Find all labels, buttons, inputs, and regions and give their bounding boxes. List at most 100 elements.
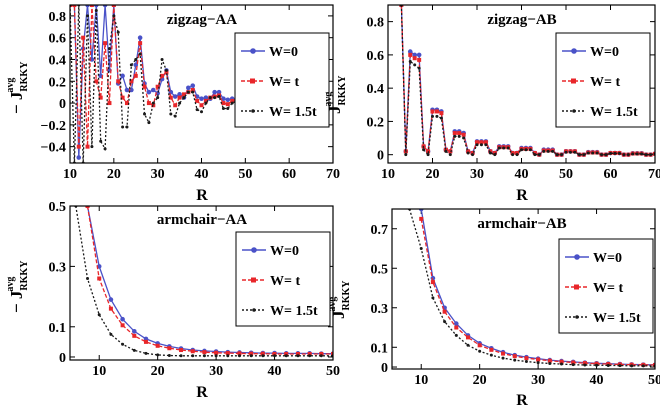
legend-label-w15: W= 1.5t (269, 105, 317, 120)
data-point-wt (167, 346, 172, 351)
data-point-w15 (559, 362, 563, 366)
x-tick-label: 30 (531, 373, 545, 388)
data-point-wt (331, 351, 333, 356)
data-point-wt (72, 5, 77, 7)
data-point-wt (221, 101, 226, 106)
data-point-w15 (273, 354, 277, 358)
data-point-wt (489, 347, 494, 352)
y-axis-label-sup: avg (5, 277, 16, 292)
data-point-wt (202, 350, 207, 355)
x-tick-label: 50 (326, 364, 340, 379)
data-point-w15 (462, 136, 466, 140)
x-tick-label: 70 (648, 167, 660, 182)
data-point-w15 (435, 114, 439, 118)
data-point-w15 (551, 149, 555, 153)
data-point-w15 (121, 342, 125, 346)
plot-area (399, 5, 655, 157)
data-point-w15 (164, 68, 168, 72)
x-axis-label: R (196, 187, 208, 204)
data-point-wt (146, 101, 151, 106)
x-tick-label: 50 (559, 167, 573, 182)
legend-label-w0: W=0 (269, 45, 298, 60)
data-point-w15 (471, 153, 475, 157)
data-point-wt (85, 144, 90, 149)
data-point-wt (571, 360, 576, 365)
y-tick-label: 0 (381, 361, 388, 376)
data-point-wt (419, 216, 424, 221)
data-point-w0 (120, 316, 125, 322)
data-point-w15 (138, 52, 142, 56)
y-tick-label: 0.7 (371, 223, 389, 238)
series-line-wt (86, 206, 333, 355)
data-point-w15 (649, 153, 653, 157)
data-point-wt (272, 351, 277, 356)
data-point-wt (524, 356, 529, 361)
data-point-w15 (439, 116, 443, 120)
data-point-wt (582, 361, 587, 366)
x-tick-label: 30 (209, 364, 223, 379)
x-tick-label: 50 (648, 373, 660, 388)
legend-label-wt: W= t (269, 75, 299, 90)
x-tick-label: 20 (473, 373, 487, 388)
data-point-w15 (515, 153, 519, 157)
data-point-wt (452, 131, 457, 136)
data-point-w0 (146, 89, 152, 95)
legend-label-wt: W= t (270, 274, 300, 289)
data-point-w15 (582, 153, 586, 157)
y-tick-label: 0.4 (49, 53, 67, 68)
data-point-w15 (179, 354, 183, 358)
data-point-wt (120, 323, 125, 328)
data-point-w15 (564, 150, 568, 154)
data-point-wt (164, 70, 169, 75)
x-axis-label: R (516, 187, 528, 204)
legend-marker-w15 (252, 308, 256, 312)
data-point-wt (461, 132, 466, 137)
data-point-w15 (221, 107, 225, 111)
legend-marker-wt (571, 78, 576, 84)
legend-label-w15: W= 1.5t (590, 105, 638, 120)
panel-title: armchair−AB (477, 216, 566, 232)
data-point-w15 (90, 145, 94, 149)
data-point-wt (237, 351, 242, 356)
data-point-wt (195, 98, 200, 103)
data-point-w15 (548, 361, 552, 365)
data-point-w15 (308, 354, 312, 358)
legend-label-wt: W= t (593, 281, 623, 296)
data-point-w15 (204, 101, 208, 105)
legend-label-w0: W=0 (593, 251, 622, 266)
y-tick-label: 0.6 (367, 49, 385, 64)
data-point-w15 (513, 358, 517, 362)
data-point-w15 (319, 354, 323, 358)
data-point-wt (214, 350, 219, 355)
data-point-w15 (261, 354, 265, 358)
data-point-w15 (284, 354, 288, 358)
data-point-w0 (150, 87, 156, 93)
data-point-w15 (186, 90, 190, 94)
y-tick-label: 0.5 (49, 200, 67, 215)
legend-marker-wt (250, 78, 255, 84)
data-point-w15 (226, 354, 230, 358)
data-point-wt (179, 348, 184, 353)
data-point-w15 (595, 363, 599, 367)
y-tick-label: 0.3 (49, 260, 67, 275)
data-point-wt (155, 84, 160, 89)
data-point-w15 (606, 363, 610, 367)
data-point-w15 (103, 147, 107, 151)
x-tick-label: 10 (63, 167, 77, 182)
data-point-wt (260, 351, 265, 356)
data-point-w15 (502, 146, 506, 150)
data-point-wt (594, 361, 599, 366)
data-point-w15 (97, 313, 101, 317)
data-point-wt (98, 95, 103, 100)
y-tick-label: −0.4 (41, 141, 66, 156)
data-point-w15 (86, 276, 90, 280)
data-point-w15 (182, 96, 186, 100)
data-point-w0 (108, 297, 114, 302)
data-point-w15 (249, 354, 253, 358)
data-point-w15 (448, 153, 452, 157)
data-point-w0 (76, 155, 82, 160)
data-point-wt (76, 144, 81, 149)
data-point-wt (434, 109, 439, 114)
data-point-wt (515, 151, 520, 156)
